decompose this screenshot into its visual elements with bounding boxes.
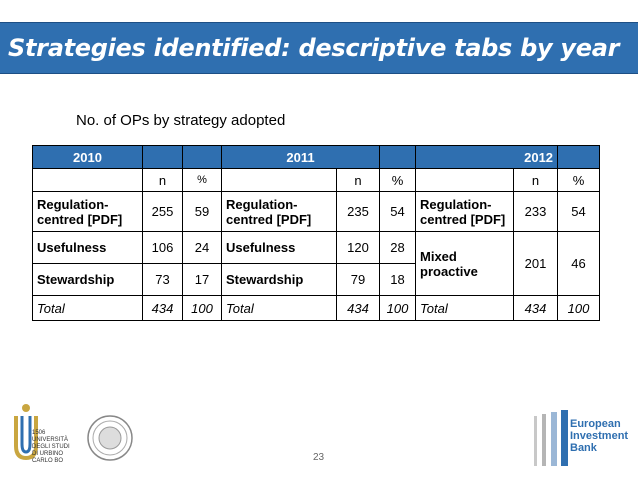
col-pct-2012: % — [557, 168, 601, 192]
year-2012-label: 2012 — [415, 145, 559, 169]
cell-n: 201 — [513, 231, 559, 296]
cell-n: 120 — [335, 231, 381, 264]
col-n-2011: n — [335, 168, 381, 192]
university-logo-text: 1506 UNIVERSITÀ DEGLI STUDI DI URBINO CA… — [32, 430, 70, 464]
row-label: Usefulness — [32, 231, 143, 264]
slide-title: Strategies identified: descriptive tabs … — [8, 34, 620, 62]
column-header-row: n % n % n % — [32, 168, 601, 192]
cell-pct: 54 — [379, 191, 417, 232]
cell-n: 79 — [335, 263, 381, 296]
total-label: Total — [415, 295, 515, 321]
title-bar: Strategies identified: descriptive tabs … — [0, 22, 638, 74]
total-pct: 100 — [182, 295, 222, 321]
total-pct: 100 — [557, 295, 601, 321]
total-n: 434 — [513, 295, 559, 321]
eib-stripes-icon — [534, 410, 568, 466]
total-label: Total — [32, 295, 143, 321]
total-row: Total 434 100 Total 434 100 Total 434 10… — [32, 295, 601, 321]
cell-pct: 24 — [182, 231, 222, 264]
eib-logo-text: European Investment Bank — [570, 418, 629, 454]
total-pct: 100 — [379, 295, 417, 321]
cell-n: 255 — [142, 191, 183, 232]
cell-pct: 28 — [379, 231, 417, 264]
university-logo — [8, 400, 140, 470]
cell-n: 235 — [335, 191, 381, 232]
year-2011-label: 2011 — [220, 145, 381, 169]
year-2010-label: 2010 — [32, 145, 143, 169]
table-row: Stewardship 73 17 Stewardship 79 18 — [32, 263, 600, 296]
col-n-2012: n — [513, 168, 559, 192]
total-n: 434 — [142, 295, 183, 321]
cell-pct: 18 — [379, 263, 417, 296]
cell-n: 106 — [142, 231, 183, 264]
row-label: Stewardship — [221, 263, 337, 296]
urbino-seal-icon — [14, 404, 133, 461]
cell-n: 233 — [513, 191, 559, 232]
total-n: 434 — [335, 295, 381, 321]
row-label: Mixed proactive — [415, 231, 515, 296]
col-pct-2010: % — [182, 168, 222, 192]
page-number: 23 — [313, 452, 325, 463]
row-label: Usefulness — [221, 231, 337, 264]
eib-logo — [520, 408, 630, 468]
row-label: Regulation-centred [PDF] — [32, 191, 143, 232]
col-pct-2011: % — [379, 168, 417, 192]
year-header-row: 2010 2011 2012 — [32, 145, 601, 169]
table-row: Usefulness 106 24 Usefulness 120 28 Mixe… — [32, 231, 601, 296]
table-subtitle: No. of OPs by strategy adopted — [76, 112, 286, 129]
row-label: Stewardship — [32, 263, 143, 296]
cell-pct: 17 — [182, 263, 222, 296]
cell-n: 73 — [142, 263, 183, 296]
strategy-table: 2010 2011 2012 n % n % n % Regulation-ce… — [32, 145, 601, 321]
table-row: Regulation-centred [PDF] 255 59 Regulati… — [32, 191, 601, 232]
total-label: Total — [221, 295, 337, 321]
cell-pct: 59 — [182, 191, 222, 232]
col-n-2010: n — [142, 168, 183, 192]
row-label: Regulation-centred [PDF] — [221, 191, 337, 232]
row-label: Regulation-centred [PDF] — [415, 191, 515, 232]
cell-pct: 46 — [557, 231, 601, 296]
cell-pct: 54 — [557, 191, 601, 232]
